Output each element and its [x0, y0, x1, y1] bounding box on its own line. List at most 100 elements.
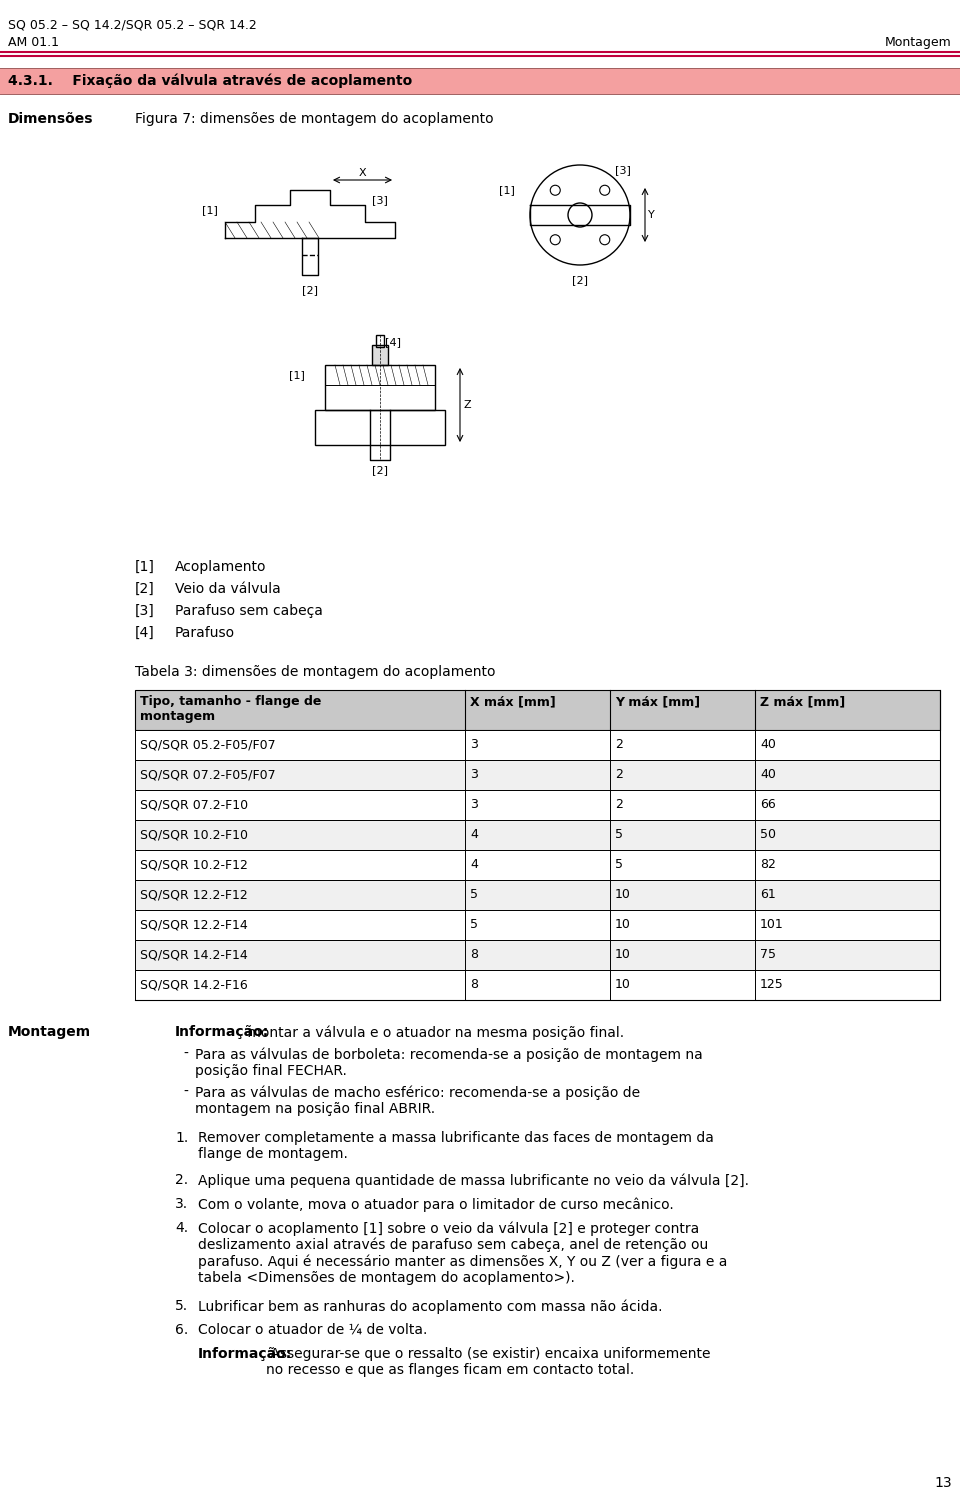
Text: 5: 5 [615, 858, 623, 871]
Text: 75: 75 [760, 948, 776, 962]
Text: [2]: [2] [372, 465, 388, 476]
Text: Y máx [mm]: Y máx [mm] [615, 695, 700, 707]
Text: Tipo, tamanho - flange de
montagem: Tipo, tamanho - flange de montagem [140, 695, 322, 722]
Text: 66: 66 [760, 799, 776, 811]
Text: 2: 2 [615, 739, 623, 751]
Text: 13: 13 [934, 1476, 952, 1490]
Text: Lubrificar bem as ranhuras do acoplamento com massa não ácida.: Lubrificar bem as ranhuras do acoplament… [198, 1299, 662, 1314]
Text: 4: 4 [470, 858, 478, 871]
Text: [2]: [2] [302, 284, 318, 295]
Text: Assegurar-se que o ressalto (se existir) encaixa uniformemente
no recesso e que : Assegurar-se que o ressalto (se existir)… [266, 1347, 710, 1377]
Text: 101: 101 [760, 918, 783, 932]
Text: 3: 3 [470, 769, 478, 781]
Text: [3]: [3] [615, 166, 631, 175]
Text: Para as válvulas de borboleta: recomenda-se a posição de montagem na
posição fin: Para as válvulas de borboleta: recomenda… [195, 1047, 703, 1078]
Text: 8: 8 [470, 978, 478, 992]
Text: SQ/SQR 14.2-F16: SQ/SQR 14.2-F16 [140, 978, 248, 992]
Text: Acoplamento: Acoplamento [175, 560, 267, 573]
Text: Z máx [mm]: Z máx [mm] [760, 695, 845, 707]
Text: Colocar o atuador de ¼ de volta.: Colocar o atuador de ¼ de volta. [198, 1323, 427, 1336]
Text: SQ/SQR 12.2-F12: SQ/SQR 12.2-F12 [140, 888, 248, 901]
Text: 8: 8 [470, 948, 478, 962]
Text: Figura 7: dimensões de montagem do acoplamento: Figura 7: dimensões de montagem do acopl… [135, 111, 493, 126]
Bar [135, 971, 940, 999]
Text: Tabela 3: dimensões de montagem do acoplamento: Tabela 3: dimensões de montagem do acopl… [135, 665, 495, 679]
Text: Montagem: Montagem [8, 1025, 91, 1038]
Text: Colocar o acoplamento [1] sobre o veio da válvula [2] e proteger contra
deslizam: Colocar o acoplamento [1] sobre o veio d… [198, 1221, 728, 1285]
Text: 5: 5 [615, 828, 623, 841]
Text: 3: 3 [470, 799, 478, 811]
Text: 2.: 2. [175, 1172, 188, 1187]
Text: 40: 40 [760, 769, 776, 781]
Bar [135, 850, 940, 880]
Text: [1]: [1] [135, 560, 155, 573]
Text: Dimensões: Dimensões [8, 111, 93, 126]
Text: [3]: [3] [372, 196, 388, 205]
Text: Montagem: Montagem [885, 36, 952, 50]
Text: 82: 82 [760, 858, 776, 871]
Text: [4]: [4] [135, 626, 155, 640]
Bar [135, 880, 940, 911]
Bar [315, 409, 445, 445]
Text: 10: 10 [615, 948, 631, 962]
Text: [1]: [1] [289, 370, 305, 379]
Text: 10: 10 [615, 918, 631, 932]
Text: Z: Z [463, 400, 470, 409]
Text: AM 01.1: AM 01.1 [8, 36, 59, 50]
Text: [2]: [2] [572, 275, 588, 284]
Bar [135, 689, 940, 730]
Text: 50: 50 [760, 828, 776, 841]
Bar [135, 760, 940, 790]
Text: Informação:: Informação: [198, 1347, 292, 1361]
Text: 10: 10 [615, 978, 631, 992]
Text: -: - [183, 1047, 188, 1061]
Bar [372, 345, 388, 366]
Bar [135, 730, 940, 760]
Text: 5.: 5. [175, 1299, 188, 1312]
Bar [135, 820, 940, 850]
Text: 2: 2 [615, 769, 623, 781]
Text: 40: 40 [760, 739, 776, 751]
Text: 4: 4 [470, 828, 478, 841]
Text: Veio da válvula: Veio da válvula [175, 582, 280, 596]
Text: 3: 3 [470, 739, 478, 751]
Text: 3.: 3. [175, 1196, 188, 1212]
Text: SQ 05.2 – SQ 14.2/SQR 05.2 – SQR 14.2: SQ 05.2 – SQ 14.2/SQR 05.2 – SQR 14.2 [8, 18, 256, 32]
Text: [1]: [1] [499, 185, 515, 196]
Text: 5: 5 [470, 918, 478, 932]
Text: 1.: 1. [175, 1130, 188, 1145]
Text: [1]: [1] [203, 205, 218, 215]
Bar [376, 336, 384, 348]
Text: X máx [mm]: X máx [mm] [470, 695, 556, 707]
Text: [4]: [4] [385, 337, 401, 348]
Text: SQ/SQR 05.2-F05/F07: SQ/SQR 05.2-F05/F07 [140, 739, 276, 751]
Text: Parafuso: Parafuso [175, 626, 235, 640]
Text: 5: 5 [470, 888, 478, 901]
Text: Remover completamente a massa lubrificante das faces de montagem da
flange de mo: Remover completamente a massa lubrifican… [198, 1130, 714, 1162]
Text: 10: 10 [615, 888, 631, 901]
FancyBboxPatch shape [0, 68, 960, 93]
Text: Com o volante, mova o atuador para o limitador de curso mecânico.: Com o volante, mova o atuador para o lim… [198, 1196, 674, 1212]
Text: Informação:: Informação: [175, 1025, 269, 1038]
Text: SQ/SQR 10.2-F12: SQ/SQR 10.2-F12 [140, 858, 248, 871]
Text: 2: 2 [615, 799, 623, 811]
Text: 4.: 4. [175, 1221, 188, 1236]
Text: 125: 125 [760, 978, 783, 992]
Text: -: - [183, 1085, 188, 1099]
Bar [135, 790, 940, 820]
Text: SQ/SQR 07.2-F10: SQ/SQR 07.2-F10 [140, 799, 248, 811]
Text: 6.: 6. [175, 1323, 188, 1336]
Bar [135, 941, 940, 971]
Text: [2]: [2] [135, 582, 155, 596]
Text: 4.3.1.    Fixação da válvula através de acoplamento: 4.3.1. Fixação da válvula através de aco… [8, 74, 412, 89]
Text: Para as válvulas de macho esférico: recomenda-se a posição de
montagem na posiçã: Para as válvulas de macho esférico: reco… [195, 1085, 640, 1115]
Text: Parafuso sem cabeça: Parafuso sem cabeça [175, 604, 323, 619]
Text: SQ/SQR 14.2-F14: SQ/SQR 14.2-F14 [140, 948, 248, 962]
Text: SQ/SQR 07.2-F05/F07: SQ/SQR 07.2-F05/F07 [140, 769, 276, 781]
Text: Y: Y [648, 211, 655, 220]
Text: X: X [358, 169, 366, 178]
Text: SQ/SQR 10.2-F10: SQ/SQR 10.2-F10 [140, 828, 248, 841]
Text: SQ/SQR 12.2-F14: SQ/SQR 12.2-F14 [140, 918, 248, 932]
Text: [3]: [3] [135, 604, 155, 619]
Text: 61: 61 [760, 888, 776, 901]
